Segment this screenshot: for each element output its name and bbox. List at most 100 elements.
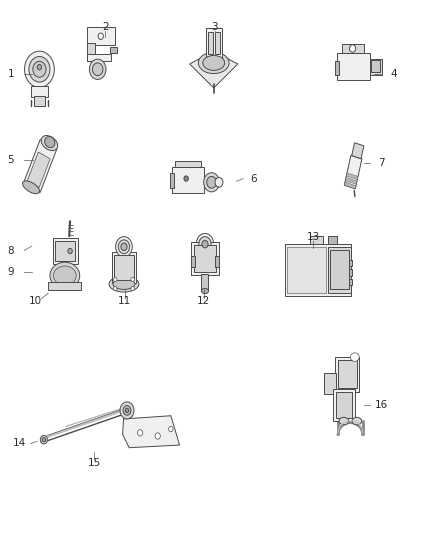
Bar (53, 238, 78, 264)
Ellipse shape (202, 240, 208, 248)
Text: 7: 7 (378, 158, 385, 167)
Bar (346, 173, 358, 180)
Ellipse shape (203, 55, 225, 70)
Text: 13: 13 (307, 232, 320, 242)
Bar (344, 182, 356, 189)
Bar (215, 256, 219, 267)
Bar (194, 245, 216, 272)
Bar (34, 96, 45, 106)
Ellipse shape (207, 176, 216, 188)
Bar (287, 247, 326, 293)
Ellipse shape (92, 63, 103, 76)
Ellipse shape (68, 248, 72, 254)
Polygon shape (123, 416, 180, 448)
Ellipse shape (98, 33, 103, 39)
Ellipse shape (41, 135, 58, 151)
Ellipse shape (118, 240, 130, 254)
Bar (328, 236, 337, 244)
Bar (338, 360, 357, 388)
Ellipse shape (201, 288, 208, 294)
Bar (191, 256, 195, 267)
Ellipse shape (37, 64, 42, 70)
Text: 14: 14 (13, 439, 26, 448)
Ellipse shape (204, 173, 219, 192)
Ellipse shape (116, 237, 132, 257)
Text: 1: 1 (7, 69, 14, 78)
Ellipse shape (199, 237, 211, 252)
Bar (27, 152, 50, 188)
Ellipse shape (50, 262, 80, 289)
Text: 8: 8 (7, 246, 14, 255)
Ellipse shape (339, 417, 349, 425)
Bar (335, 61, 339, 75)
Bar (333, 389, 355, 421)
Polygon shape (190, 56, 238, 88)
Ellipse shape (196, 233, 214, 255)
Bar (172, 167, 204, 193)
Ellipse shape (109, 276, 139, 292)
Bar (87, 43, 95, 61)
Bar (48, 282, 81, 290)
Bar (191, 242, 219, 275)
Bar (31, 86, 48, 97)
Bar (345, 177, 357, 184)
Bar (342, 44, 364, 53)
Bar (215, 32, 220, 54)
Bar (110, 47, 117, 53)
Ellipse shape (350, 45, 356, 52)
Ellipse shape (22, 181, 39, 193)
Text: 3: 3 (211, 22, 218, 31)
Bar (352, 143, 364, 159)
Bar (324, 373, 336, 394)
Ellipse shape (169, 426, 173, 432)
Ellipse shape (40, 435, 47, 444)
Ellipse shape (53, 266, 76, 285)
Bar (336, 392, 352, 418)
Bar (87, 54, 111, 61)
Bar (349, 269, 352, 276)
Ellipse shape (198, 52, 229, 74)
Ellipse shape (45, 136, 55, 148)
Ellipse shape (155, 433, 160, 439)
Bar (370, 59, 382, 75)
Bar (175, 161, 201, 167)
Bar (208, 32, 213, 54)
Bar (335, 357, 359, 392)
Ellipse shape (29, 56, 50, 82)
Bar (112, 252, 136, 283)
Bar (328, 247, 351, 293)
Text: 9: 9 (7, 267, 14, 277)
Ellipse shape (25, 51, 54, 87)
Ellipse shape (120, 402, 134, 419)
Ellipse shape (138, 430, 143, 436)
Bar (371, 60, 380, 72)
Bar (337, 53, 370, 80)
Text: 10: 10 (28, 296, 42, 306)
Ellipse shape (121, 243, 127, 251)
Text: 16: 16 (374, 400, 388, 410)
Ellipse shape (352, 417, 362, 425)
Bar (330, 250, 349, 289)
Ellipse shape (113, 286, 117, 290)
Ellipse shape (113, 279, 135, 289)
Bar (201, 274, 208, 291)
Bar (170, 173, 174, 188)
Ellipse shape (89, 59, 106, 79)
Text: 11: 11 (118, 296, 131, 306)
Ellipse shape (131, 278, 134, 282)
Bar (310, 236, 323, 244)
Text: 4: 4 (391, 69, 398, 78)
Bar (24, 140, 57, 192)
Bar (285, 244, 351, 296)
Polygon shape (87, 27, 115, 45)
Ellipse shape (125, 408, 129, 413)
Bar (114, 255, 134, 280)
Text: 6: 6 (251, 174, 258, 183)
Bar (206, 28, 222, 58)
Bar (349, 260, 352, 266)
Text: 12: 12 (197, 296, 210, 306)
Ellipse shape (131, 286, 134, 290)
Bar (349, 279, 352, 285)
Ellipse shape (113, 278, 117, 282)
Ellipse shape (215, 177, 223, 187)
